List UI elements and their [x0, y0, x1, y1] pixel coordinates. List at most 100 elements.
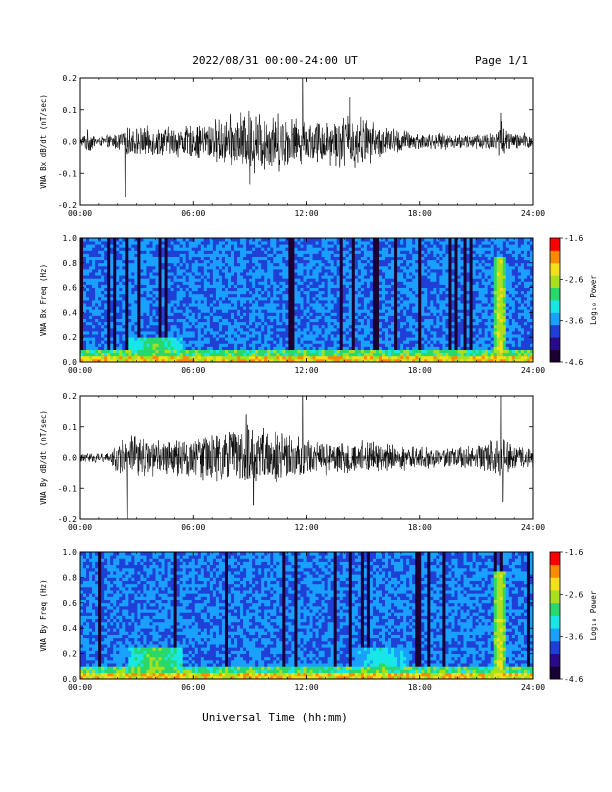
spectrogram-cell [394, 337, 398, 341]
spectrogram-cell [227, 346, 232, 350]
spectrogram-cell [372, 244, 377, 248]
spectrogram-cell [146, 315, 150, 319]
y-tick-label: 0.0 [63, 138, 78, 147]
spectrogram-cell [224, 275, 229, 279]
spectrogram-cell [128, 281, 132, 285]
spectrogram-cell [252, 334, 256, 338]
spectrogram-cell [403, 346, 407, 350]
spectrogram-cell [128, 290, 132, 295]
spectrogram-cell [215, 275, 220, 279]
spectrogram-cell [155, 250, 159, 254]
spectrogram-cell [149, 358, 153, 363]
spectrogram-cell [406, 300, 410, 304]
spectrogram-cell [143, 293, 147, 298]
spectrogram-cell [397, 250, 401, 254]
spectrogram-cell [215, 309, 220, 313]
spectrogram-cell [445, 300, 449, 304]
spectrogram-cell [342, 337, 347, 341]
spectrogram-cell [388, 293, 392, 298]
spectrogram-cell [152, 340, 156, 344]
spectrogram-cell [300, 272, 304, 276]
spectrogram-cell [324, 340, 329, 344]
spectrogram-cell [95, 324, 99, 329]
spectrogram-cell [107, 334, 111, 338]
spectrogram-cell [366, 321, 371, 326]
spectrogram-cell [285, 247, 289, 251]
spectrogram-cell [360, 346, 365, 350]
spectrogram-cell [264, 303, 268, 307]
spectrogram-cell [89, 321, 93, 326]
spectrogram-cell [221, 265, 226, 270]
spectrogram-cell [436, 247, 440, 251]
spectrogram-cell [433, 241, 437, 245]
spectrogram-cell [95, 355, 99, 360]
spectrogram-cell [146, 278, 150, 282]
spectrogram-cell [279, 290, 283, 295]
spectrogram-cell [327, 337, 332, 341]
spectrogram-cell [125, 306, 129, 310]
spectrogram-cell [95, 259, 99, 264]
spectrogram-cell [83, 324, 87, 329]
spectrogram-cell [149, 253, 153, 257]
spectrogram-cell [397, 272, 401, 276]
spectrogram-cell [282, 306, 286, 310]
spectrogram-cell [227, 300, 232, 304]
spectrogram-cell [149, 287, 153, 292]
spectrogram-cell [179, 293, 184, 298]
spectrogram-cell [264, 337, 268, 341]
spectrogram-cell [188, 346, 193, 350]
spectrogram-cell [363, 309, 368, 313]
spectrogram-cell [155, 281, 159, 285]
spectrogram-cell [345, 293, 350, 298]
spectrogram-cell [378, 259, 383, 264]
spectrogram-cell [291, 293, 295, 298]
spectrogram-cell [270, 318, 274, 323]
spectrogram-cell [131, 312, 135, 316]
spectrogram-cell [369, 247, 374, 251]
spectrogram-cell [345, 318, 350, 323]
spectrogram-cell [321, 244, 326, 248]
spectrogram-cell [321, 238, 326, 242]
spectrogram-cell [439, 352, 443, 357]
spectrogram-cell [339, 309, 344, 313]
spectrogram-cell [221, 355, 226, 360]
spectrogram-cell [237, 321, 241, 326]
spectrogram-cell [270, 321, 274, 326]
spectrogram-cell [375, 324, 380, 329]
spectrogram-cell [315, 340, 319, 344]
spectrogram-cell [107, 340, 111, 344]
spectrogram-cell [249, 358, 253, 363]
spectrogram-cell [366, 306, 371, 310]
spectrogram-cell [267, 331, 271, 335]
spectrogram-cell [439, 272, 443, 276]
spectrogram-cell [246, 349, 250, 354]
spectrogram-cell [209, 346, 214, 350]
spectrogram-cell [375, 250, 380, 254]
spectrogram-cell [203, 287, 208, 292]
spectrogram-cell [351, 241, 356, 245]
spectrogram-cell [375, 312, 380, 316]
spectrogram-cell [427, 275, 431, 279]
spectrogram-cell [369, 269, 374, 273]
spectrogram-cell [375, 265, 380, 270]
spectrogram-cell [372, 318, 377, 323]
spectrogram-cell [113, 309, 117, 313]
spectrogram-cell [224, 321, 229, 326]
spectrogram-cell [375, 281, 380, 285]
spectrogram-cell [409, 278, 413, 282]
spectrogram-cell [330, 272, 335, 276]
spectrogram-cell [221, 287, 226, 292]
spectrogram-cell [152, 327, 156, 332]
spectrogram-cell [209, 349, 214, 354]
spectrogram-cell [107, 250, 111, 254]
spectrogram-cell [161, 272, 165, 276]
spectrogram-cell [448, 315, 452, 319]
spectrogram-cell [95, 349, 99, 354]
spectrogram-cell [397, 349, 401, 354]
spectrogram-cell [409, 315, 413, 319]
spectrogram-cell [191, 306, 196, 310]
spectrogram-cell [237, 265, 241, 270]
spectrogram-cell [104, 241, 108, 245]
spectrogram-cell [351, 296, 356, 301]
spectrogram-cell [357, 309, 362, 313]
